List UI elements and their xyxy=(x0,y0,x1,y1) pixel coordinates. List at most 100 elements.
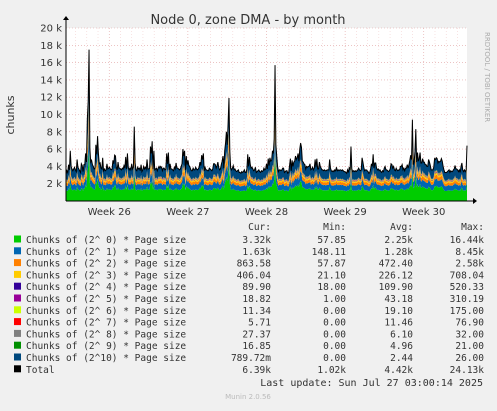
y-tick-label-0: 2 k xyxy=(47,179,63,190)
legend-max-5: 310.19 xyxy=(450,294,485,305)
y-tick-label-5: 12 k xyxy=(40,93,62,104)
legend-cur-11: 6.39k xyxy=(242,365,271,376)
legend-name-0: Chunks of (2^ 0) * Page size xyxy=(26,235,186,246)
y-tick-label-2: 6 k xyxy=(47,145,63,156)
legend-name-2: Chunks of (2^ 2) * Page size xyxy=(26,259,186,270)
legend-min-2: 57.87 xyxy=(317,259,346,270)
legend-max-1: 8.45k xyxy=(455,247,484,258)
legend-max-4: 520.33 xyxy=(450,282,484,293)
legend-cur-8: 27.37 xyxy=(242,329,271,340)
axes xyxy=(63,16,477,204)
y-axis-arrow xyxy=(63,16,69,20)
legend-cur-2: 863.58 xyxy=(237,259,272,270)
x-tick-labels: Week 26 Week 27 Week 28 Week 29 Week 30 xyxy=(88,207,446,218)
y-tick-label-9: 20 k xyxy=(40,24,62,35)
legend-swatch-10 xyxy=(14,353,21,361)
legend-cur-9: 16.85 xyxy=(242,341,271,352)
legend-cur-1: 1.63k xyxy=(242,247,271,258)
legend-header-max: Max: xyxy=(461,222,484,233)
area-series-1 xyxy=(66,122,467,192)
legend-name-10: Chunks of (2^10) * Page size xyxy=(26,353,186,364)
legend-swatch-8 xyxy=(14,329,21,337)
y-tick-label-3: 8 k xyxy=(47,127,63,138)
legend-min-8: 0.00 xyxy=(323,329,346,340)
legend-cur-4: 89.90 xyxy=(242,282,271,293)
legend-min-0: 57.85 xyxy=(317,235,346,246)
legend-name-9: Chunks of (2^ 9) * Page size xyxy=(26,341,186,352)
legend-avg-4: 109.90 xyxy=(379,282,414,293)
legend-max-2: 2.58k xyxy=(455,259,484,270)
legend-max-9: 21.00 xyxy=(455,341,484,352)
legend-cur-6: 11.34 xyxy=(242,306,271,317)
legend-header-cur: Cur: xyxy=(248,222,271,233)
legend-max-11: 24.13k xyxy=(450,365,485,376)
legend-name-1: Chunks of (2^ 1) * Page size xyxy=(26,247,186,258)
munin-footer: Munin 2.0.56 xyxy=(225,393,271,401)
x-tick-label-1: Week 27 xyxy=(166,207,209,218)
legend-avg-3: 226.12 xyxy=(379,270,413,281)
legend-name-11: Total xyxy=(26,365,55,376)
side-label: RRDTOOL / TOBI OETIKER xyxy=(483,32,491,122)
x-tick-label-3: Week 29 xyxy=(323,207,366,218)
legend-min-1: 148.11 xyxy=(312,247,347,258)
legend-max-0: 16.44k xyxy=(450,235,485,246)
legend-name-4: Chunks of (2^ 4) * Page size xyxy=(26,282,186,293)
legend-cur-0: 3.32k xyxy=(242,235,271,246)
legend-name-7: Chunks of (2^ 7) * Page size xyxy=(26,318,186,329)
chart-title: Node 0, zone DMA - by month xyxy=(150,13,345,28)
area-series-10 xyxy=(66,49,467,182)
legend-avg-8: 6.10 xyxy=(390,329,413,340)
y-tick-label-4: 10 k xyxy=(40,110,62,121)
y-tick-label-1: 4 k xyxy=(47,162,63,173)
legend-name-5: Chunks of (2^ 5) * Page size xyxy=(26,294,186,305)
legend-swatch-0 xyxy=(14,235,21,243)
legend-avg-2: 472.40 xyxy=(379,259,414,270)
legend-header-avg: Avg: xyxy=(390,222,413,233)
legend-swatch-4 xyxy=(14,282,21,290)
legend-swatch-11 xyxy=(14,365,21,373)
legend-avg-1: 1.28k xyxy=(384,247,413,258)
y-tick-label-7: 16 k xyxy=(40,58,62,69)
x-tick-label-0: Week 26 xyxy=(88,207,131,218)
stacked-areas xyxy=(66,49,467,201)
legend-min-6: 0.00 xyxy=(323,306,346,317)
legend-swatch-2 xyxy=(14,259,21,267)
legend-min-5: 1.00 xyxy=(323,294,346,305)
legend-max-3: 708.04 xyxy=(450,270,485,281)
legend-avg-9: 4.96 xyxy=(390,341,413,352)
legend-swatch-9 xyxy=(14,341,21,349)
legend-header-min: Min: xyxy=(323,222,346,233)
legend-avg-0: 2.25k xyxy=(384,235,413,246)
legend-swatch-5 xyxy=(14,294,21,302)
legend-name-3: Chunks of (2^ 3) * Page size xyxy=(26,270,186,281)
legend-cur-10: 789.72m xyxy=(231,353,271,364)
legend-max-10: 26.00 xyxy=(455,353,484,364)
legend-swatch-3 xyxy=(14,270,21,278)
legend-min-11: 1.02k xyxy=(317,365,346,376)
legend-name-8: Chunks of (2^ 8) * Page size xyxy=(26,329,186,340)
legend-min-3: 21.10 xyxy=(317,270,346,281)
legend-swatch-6 xyxy=(14,306,21,314)
legend-min-4: 18.00 xyxy=(317,282,346,293)
x-tick-label-4: Week 30 xyxy=(402,207,445,218)
legend-avg-11: 4.42k xyxy=(384,365,413,376)
legend-min-7: 0.00 xyxy=(323,318,346,329)
total-series-line xyxy=(65,49,468,175)
legend-max-6: 175.00 xyxy=(450,306,485,317)
y-tick-labels: 2 k 4 k 6 k 8 k 10 k 12 k 14 k 16 k 18 k 20 k xyxy=(40,24,62,191)
legend-cur-7: 5.71 xyxy=(248,318,271,329)
legend-cur-5: 18.82 xyxy=(242,294,271,305)
legend-avg-6: 19.10 xyxy=(384,306,413,317)
x-tick-label-2: Week 28 xyxy=(245,207,288,218)
y-axis-label: chunks xyxy=(4,95,17,134)
last-update: Last update: Sun Jul 27 03:00:14 2025 xyxy=(260,378,483,389)
legend-cur-3: 406.04 xyxy=(237,270,272,281)
x-axis-arrow xyxy=(473,198,477,204)
y-tick-label-6: 14 k xyxy=(40,75,62,86)
legend-min-10: 0.00 xyxy=(323,353,346,364)
legend-avg-5: 43.18 xyxy=(384,294,413,305)
legend: Cur: Min: Avg: Max: Chunks of (2^ 0) * Page … xyxy=(14,222,484,376)
y-tick-label-8: 18 k xyxy=(40,41,62,52)
